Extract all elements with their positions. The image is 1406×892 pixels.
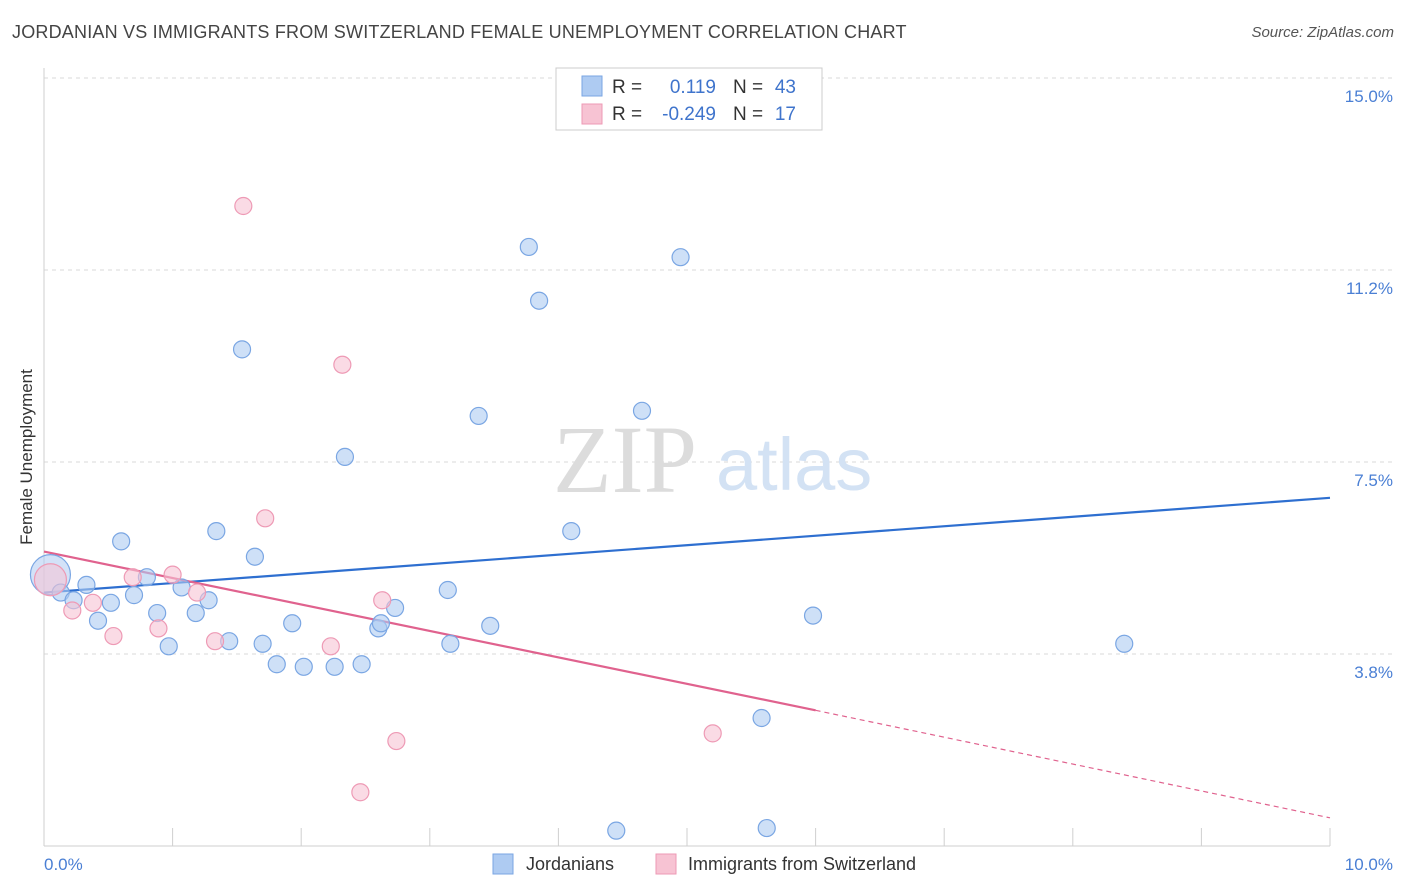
series-legend-label-switzerland: Immigrants from Switzerland	[688, 854, 916, 874]
point-switzerland-6	[163, 565, 182, 584]
point-jordanians-4	[88, 611, 108, 630]
point-jordanians-18	[253, 634, 272, 653]
series-legend-swatch-switzerland	[655, 853, 677, 875]
point-switzerland-1	[63, 601, 82, 620]
point-jordanians-3	[77, 575, 96, 594]
grid-lines	[44, 77, 1393, 655]
watermark-zip: ZIP	[553, 406, 697, 513]
point-jordanians-21	[294, 657, 313, 676]
series-legend: Jordanians Immigrants from Switzerland	[492, 853, 916, 875]
legend-n-label-2: N =	[733, 104, 763, 125]
point-switzerland-13	[351, 783, 370, 802]
point-jordanians-28	[438, 580, 457, 600]
point-jordanians-20	[283, 614, 302, 633]
point-switzerland-15	[387, 731, 406, 751]
point-jordanians-31	[481, 616, 500, 635]
point-switzerland-11	[321, 637, 340, 656]
point-jordanians-23	[335, 447, 355, 466]
legend-n-label-1: N =	[733, 77, 763, 98]
point-jordanians-14	[207, 522, 226, 541]
y-axis-label: Female Unemployment	[17, 369, 36, 545]
point-jordanians-9	[148, 603, 167, 623]
point-jordanians-6	[112, 532, 131, 551]
point-jordanians-30	[469, 406, 488, 426]
x-ticks	[172, 828, 1331, 846]
point-switzerland-2	[83, 593, 102, 612]
point-switzerland-4	[123, 568, 142, 587]
y-tick-labels: 3.8% 7.5% 11.2% 15.0%	[1345, 87, 1393, 682]
point-jordanians-41	[1115, 634, 1134, 653]
y-tick-label-1: 7.5%	[1354, 471, 1393, 490]
point-jordanians-34	[562, 522, 581, 541]
point-jordanians-39	[757, 818, 776, 838]
legend-swatch-switzerland	[581, 103, 603, 125]
legend-swatch-jordanians	[581, 75, 603, 97]
point-jordanians-37	[671, 248, 690, 267]
point-switzerland-12	[333, 355, 352, 374]
y-tick-label-3: 15.0%	[1345, 87, 1393, 106]
watermark-atlas: atlas	[716, 423, 872, 506]
trend-line-switzerland-extension	[815, 709, 1331, 819]
legend-n-value-1: 43	[775, 77, 796, 98]
point-switzerland-3	[104, 626, 123, 646]
y-tick-label-0: 3.8%	[1354, 663, 1393, 682]
point-jordanians-17	[245, 547, 265, 566]
point-jordanians-7	[124, 586, 144, 605]
point-jordanians-19	[267, 655, 286, 674]
source-credit: Source: ZipAtlas.com	[1251, 24, 1394, 41]
point-jordanians-16	[232, 340, 252, 359]
correlation-legend: R = 0.119 N = 43 R = -0.249 N = 17	[555, 67, 823, 131]
point-jordanians-38	[752, 708, 771, 728]
point-switzerland-9	[234, 196, 253, 216]
legend-r-value-1: 0.119	[670, 77, 716, 98]
point-switzerland-10	[256, 509, 275, 528]
series-legend-swatch-jordanians	[492, 853, 514, 875]
point-jordanians-10	[159, 637, 178, 656]
point-jordanians-35	[607, 821, 626, 840]
point-jordanians-36	[632, 401, 652, 420]
point-jordanians-40	[803, 606, 823, 625]
legend-n-value-2: 17	[775, 104, 796, 125]
point-jordanians-12	[186, 603, 205, 623]
point-switzerland-5	[149, 619, 168, 638]
point-jordanians-22	[325, 657, 344, 676]
trend-lines	[43, 496, 1331, 819]
point-jordanians-5	[101, 593, 120, 612]
point-switzerland-7	[187, 583, 207, 602]
legend-r-label-2: R =	[612, 104, 642, 125]
point-jordanians-26	[371, 614, 391, 633]
chart-title: JORDANIAN VS IMMIGRANTS FROM SWITZERLAND…	[12, 22, 907, 42]
point-jordanians-32	[519, 237, 538, 257]
point-switzerland-8	[205, 632, 225, 651]
legend-r-label-1: R =	[612, 77, 642, 98]
x-tick-label-min: 0.0%	[44, 855, 83, 874]
trend-line-jordanians	[43, 496, 1331, 594]
series-legend-label-jordanians: Jordanians	[526, 854, 614, 874]
point-jordanians-24	[352, 655, 371, 674]
legend-r-value-2: -0.249	[662, 104, 716, 125]
x-tick-label-max: 10.0%	[1345, 855, 1393, 874]
data-points	[29, 196, 1134, 840]
point-jordanians-33	[530, 291, 549, 310]
point-switzerland-16	[703, 724, 722, 743]
point-jordanians-29	[441, 634, 460, 653]
point-switzerland-14	[373, 591, 392, 610]
y-tick-label-2: 11.2%	[1346, 279, 1393, 298]
watermark: ZIP atlas	[553, 406, 872, 513]
point-switzerland-0	[33, 563, 68, 597]
